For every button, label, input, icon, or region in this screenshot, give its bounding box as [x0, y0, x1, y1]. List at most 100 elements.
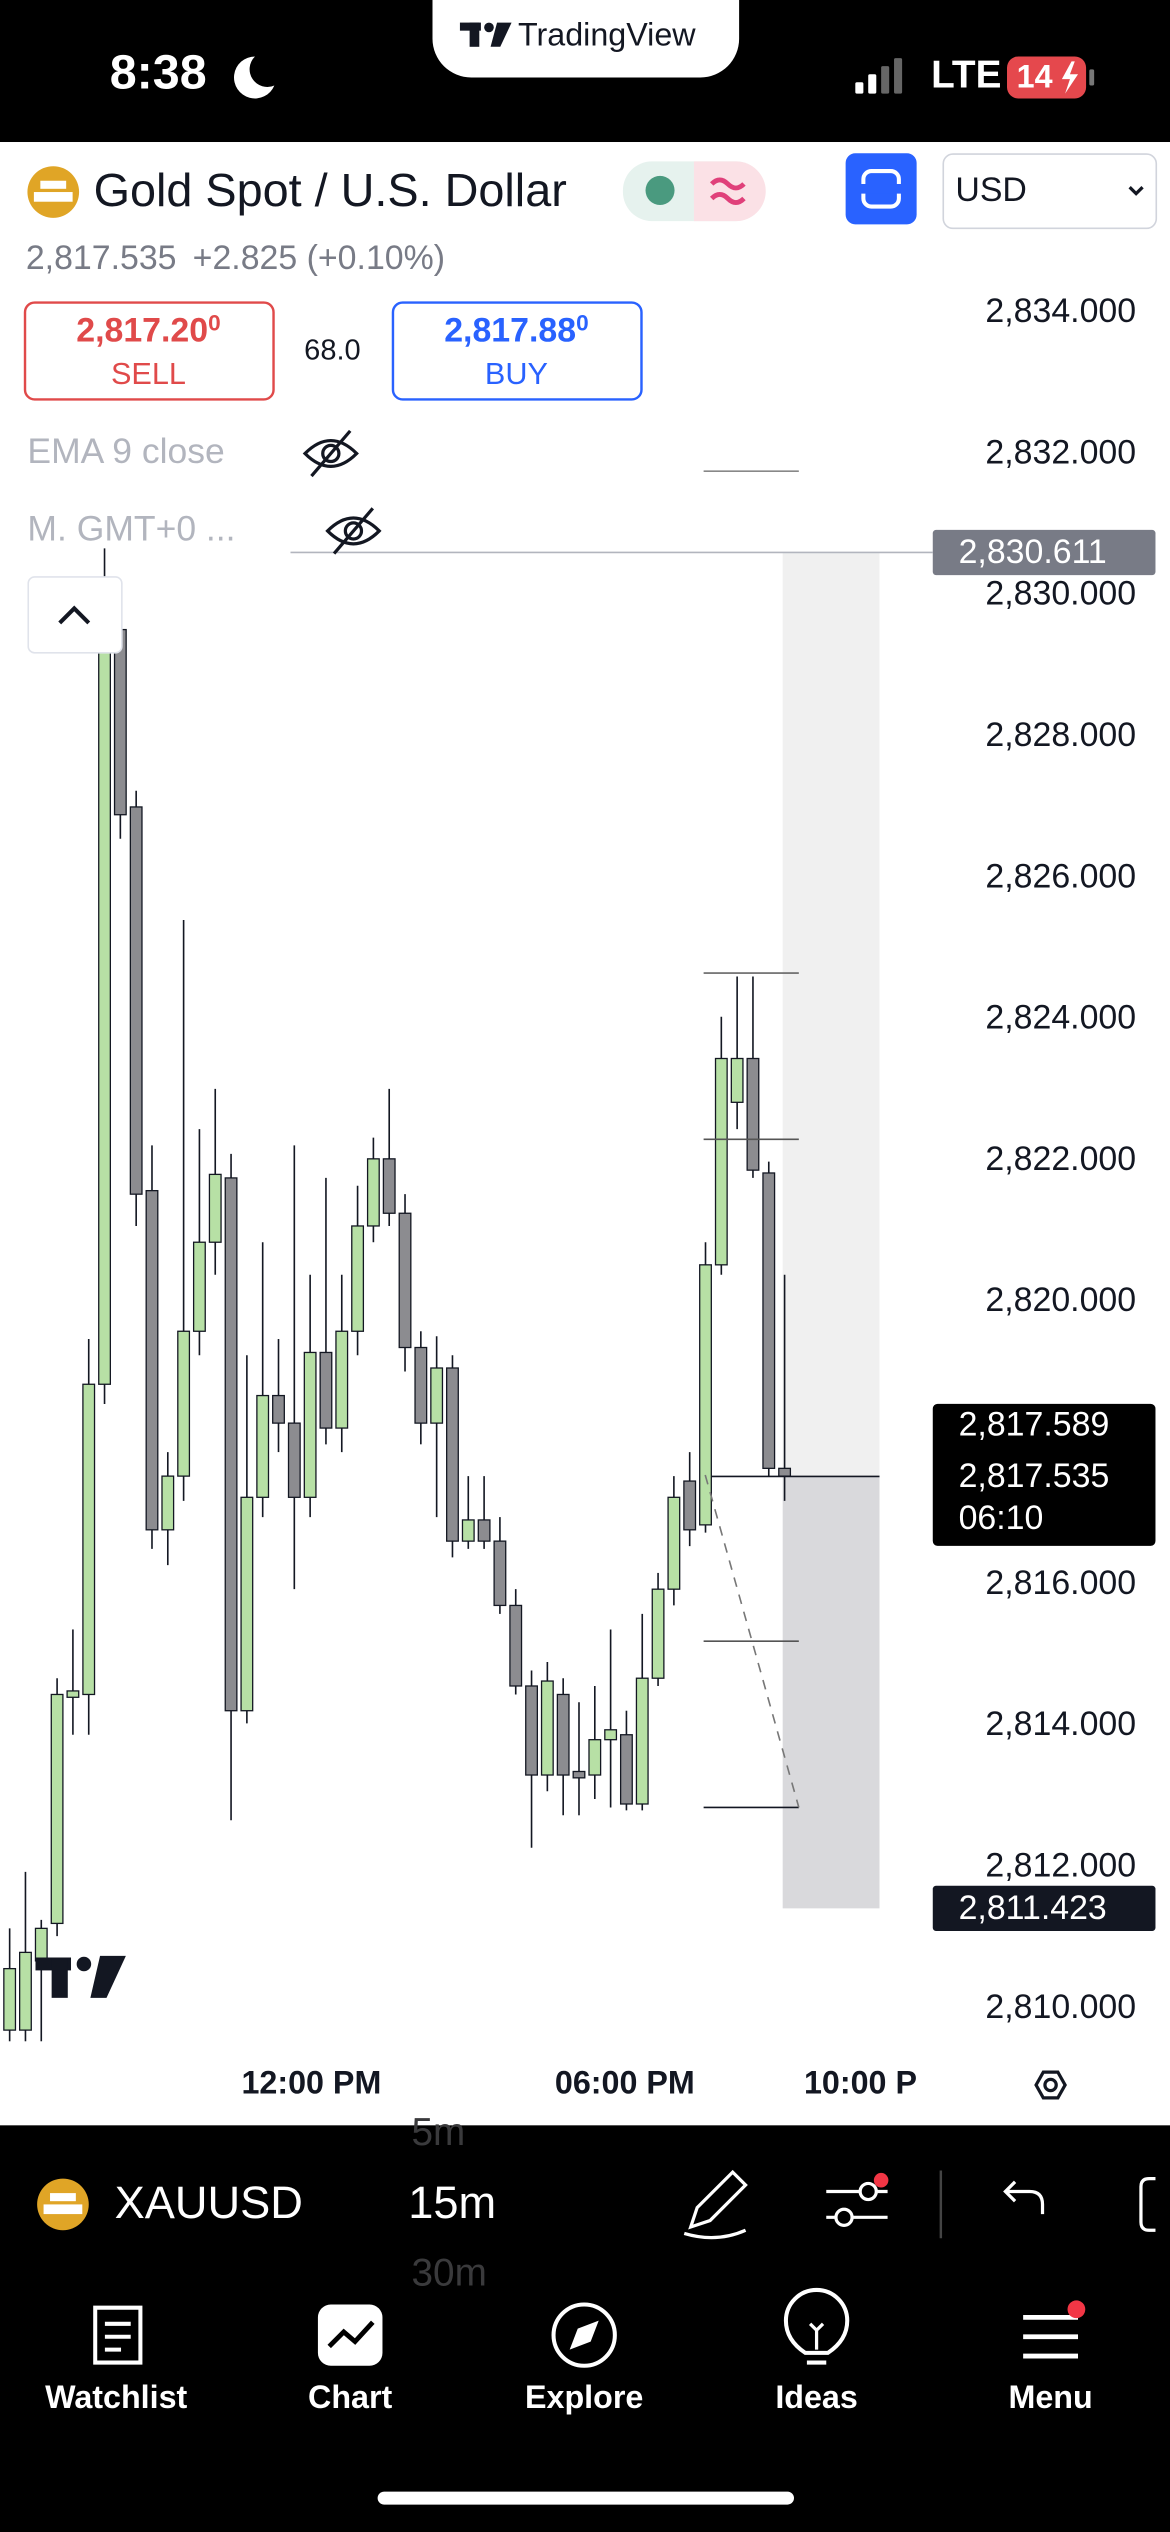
up-candle-body [699, 1264, 712, 1526]
badge [1067, 2300, 1086, 2319]
more-button[interactable] [1139, 2176, 1156, 2232]
nav-label: Watchlist [45, 2379, 187, 2415]
sell-price-main: 2,817.20 [76, 311, 208, 349]
currency-select[interactable]: USD [942, 153, 1158, 230]
symbol-button[interactable]: XAUUSD [37, 2177, 303, 2231]
settings-button[interactable] [1034, 2070, 1067, 2100]
up-candle-body [730, 1057, 744, 1103]
up-candle-body [303, 1351, 317, 1498]
down-candle-body [509, 1604, 523, 1687]
down-candle-body [746, 1057, 760, 1171]
undo-button[interactable] [1003, 2180, 1045, 2215]
nav-label: Menu [1008, 2379, 1092, 2415]
plot-area [3, 548, 933, 2042]
bid-price-label: 2,817.589 [959, 1405, 1110, 1443]
up-candle-body [604, 1729, 618, 1741]
symbol-icon-bar [40, 180, 67, 189]
buy-price-tail: 0 [576, 310, 589, 335]
up-candle-body [430, 1367, 444, 1424]
indicator-label[interactable]: EMA 9 close [27, 431, 224, 471]
price-label: 2,811.423 [959, 1889, 1107, 1927]
pencil-line [683, 2228, 747, 2240]
moon-icon [234, 56, 275, 99]
nav-item[interactable]: Chart [308, 2304, 393, 2415]
signal-bar [855, 82, 864, 94]
chart-icon-line [327, 2320, 375, 2349]
buy-box [391, 301, 643, 401]
signal-icon [855, 58, 903, 94]
fullscreen-button[interactable] [845, 153, 917, 225]
toolbar-symbol: XAUUSD [115, 2177, 303, 2228]
market-toggle[interactable] [622, 161, 766, 222]
interval-option[interactable]: 5m [412, 2111, 466, 2154]
price-label-box [932, 529, 1156, 576]
up-candle-body [588, 1739, 602, 1776]
down-candle-body [287, 1422, 301, 1498]
down-candle-body [556, 1693, 570, 1776]
logo-part [484, 22, 494, 33]
nav-item[interactable]: Menu [1008, 2300, 1093, 2415]
down-candle-body [319, 1351, 333, 1429]
nav-label: Explore [525, 2379, 643, 2415]
logo-part [51, 1957, 68, 1998]
symbol-icon-bar [33, 192, 73, 202]
up-candle-body [50, 1693, 64, 1925]
buy-button[interactable]: 2,817.880 BUY [391, 301, 643, 401]
buy-price: 2,817.880 [444, 310, 588, 349]
price-label-box [932, 1885, 1156, 1931]
hide-icon[interactable] [325, 507, 382, 555]
up-candle-body [461, 1519, 475, 1542]
y-tick-label: 2,820.000 [985, 1281, 1136, 1319]
status-dot [645, 175, 675, 205]
logo-part [469, 22, 480, 47]
down-candle-body [145, 1189, 159, 1531]
down-candle-body [477, 1519, 491, 1542]
indicator-label[interactable]: M. GMT+0 ... [27, 508, 235, 548]
nav-item[interactable]: Ideas [775, 2288, 858, 2415]
signal-bar [894, 58, 903, 94]
symbol-name[interactable]: Gold Spot / U.S. Dollar [94, 164, 567, 216]
bar-countdown: 06:10 [959, 1499, 1044, 1537]
interval-option[interactable]: 30m [412, 2252, 487, 2295]
menu-icon [1023, 2314, 1079, 2359]
up-candle-body [540, 1680, 554, 1776]
knob [834, 2207, 854, 2227]
battery [1007, 56, 1087, 99]
bulb-filament [808, 2322, 825, 2350]
up-candle-body [19, 1951, 32, 2031]
nav-label: Ideas [775, 2379, 858, 2415]
pupil [343, 521, 364, 541]
clock: 8:38 [110, 46, 207, 100]
spread: 68.0 [304, 334, 361, 366]
nav-item[interactable]: Explore [525, 2302, 643, 2415]
compass-needle [569, 2320, 599, 2350]
y-tick-label: 2,810.000 [985, 1988, 1136, 2026]
home-indicator [377, 2491, 794, 2505]
banner-logo [459, 22, 512, 47]
network-type: LTE [931, 54, 1001, 97]
y-tick-label: 2,824.000 [985, 999, 1136, 1037]
banner-title: TradingView [518, 17, 696, 53]
sell-button[interactable]: 2,817.200 SELL [23, 301, 275, 401]
down-candle-body [525, 1685, 538, 1776]
battery-level: 14 [1017, 59, 1053, 95]
draw-button[interactable] [683, 2169, 748, 2240]
y-tick-label: 2,826.000 [985, 857, 1136, 895]
down-candle-body [572, 1770, 586, 1779]
hide-icon[interactable] [302, 429, 359, 478]
interval[interactable]: 15m [408, 2177, 496, 2228]
charging-icon [1061, 61, 1079, 94]
down-candle-body [398, 1212, 412, 1349]
buy-price-main: 2,817.88 [444, 311, 576, 349]
buy-label: BUY [485, 357, 548, 391]
down-candle-body [493, 1540, 507, 1607]
indicators-button[interactable] [826, 2172, 889, 2227]
up-candle-body [34, 1927, 48, 1962]
collapse-button[interactable] [27, 576, 123, 654]
x-tick-label: 10:00 P [804, 2065, 917, 2101]
strike [332, 507, 375, 555]
nav-item[interactable]: Watchlist [45, 2305, 188, 2416]
sell-price: 2,817.200 [76, 310, 220, 349]
quote-line: 2,817.535 +2.825 (+0.10%) [26, 239, 445, 277]
